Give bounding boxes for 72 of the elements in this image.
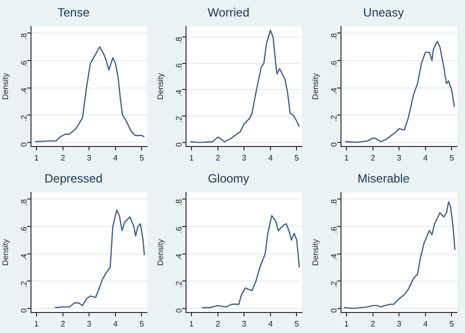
y-tick-label: 0	[19, 142, 28, 147]
y-tick-label: .6	[174, 226, 184, 234]
x-tick-label: 1	[34, 153, 40, 162]
y-tick-label: .8	[329, 198, 338, 206]
y-tick-label: .8	[329, 32, 338, 40]
y-tick-label: .8	[174, 198, 184, 206]
y-tick-label: .2	[329, 280, 338, 288]
x-tick-label: 2	[370, 319, 376, 328]
chart-title: Miserable	[357, 172, 410, 186]
y-tick-label: .8	[19, 32, 28, 40]
x-tick-label: 1	[189, 319, 194, 328]
x-tick-label: 2	[216, 153, 221, 162]
x-tick-label: 2	[370, 153, 376, 162]
y-tick-label: .6	[19, 226, 28, 234]
y-tick-label: 0	[174, 142, 184, 147]
x-tick-label: 5	[294, 153, 300, 162]
x-tick-label: 5	[140, 153, 145, 162]
y-tick-label: 0	[329, 308, 338, 313]
y-tick-label: .4	[329, 253, 338, 260]
x-tick-label: 2	[60, 153, 66, 162]
x-tick-label: 1	[344, 319, 350, 328]
x-tick-label: 4	[423, 319, 428, 328]
x-tick-label: 2	[60, 319, 66, 328]
chart-title: Depressed	[44, 172, 103, 186]
y-axis-title: Density	[311, 73, 320, 100]
y-tick-label: .4	[19, 253, 28, 260]
y-tick-label: .2	[19, 280, 28, 288]
y-tick-label: .6	[329, 60, 338, 68]
x-tick-label: 5	[450, 319, 455, 328]
x-tick-label: 3	[86, 319, 92, 328]
y-tick-label: .2	[174, 116, 184, 123]
chart-title: Gloomy	[208, 172, 250, 186]
x-tick-label: 4	[268, 319, 274, 328]
y-tick-label: .2	[329, 114, 338, 122]
chart-title: Worried	[208, 6, 250, 20]
y-axis-title: Density	[156, 73, 166, 100]
y-axis-title: Density	[1, 73, 10, 100]
chart-title: Tense	[57, 6, 90, 20]
y-tick-label: .6	[174, 62, 184, 70]
y-axis-title: Density	[156, 239, 166, 266]
x-tick-label: 5	[450, 153, 455, 162]
y-tick-label: .8	[19, 198, 28, 206]
x-tick-label: 3	[396, 319, 402, 328]
y-tick-label: 0	[174, 308, 184, 313]
y-tick-label: .8	[174, 36, 184, 44]
y-tick-label: .2	[19, 114, 28, 122]
y-tick-label: .4	[329, 87, 338, 94]
y-tick-label: .4	[174, 89, 184, 96]
x-tick-label: 5	[294, 319, 300, 328]
x-tick-label: 2	[216, 319, 221, 328]
y-tick-label: .6	[19, 60, 28, 68]
x-tick-label: 1	[344, 153, 350, 162]
y-tick-label: 0	[19, 308, 28, 313]
y-axis-title: Density	[1, 239, 10, 266]
y-tick-label: .2	[174, 280, 184, 288]
x-tick-label: 4	[113, 153, 118, 162]
x-tick-label: 4	[268, 153, 274, 162]
y-tick-label: .4	[19, 87, 28, 94]
x-tick-label: 3	[242, 319, 247, 328]
x-tick-label: 4	[113, 319, 118, 328]
x-tick-label: 5	[140, 319, 145, 328]
x-tick-label: 4	[423, 153, 428, 162]
y-tick-label: .4	[174, 253, 184, 260]
x-tick-label: 1	[189, 153, 194, 162]
x-tick-label: 3	[242, 153, 247, 162]
x-tick-label: 3	[86, 153, 92, 162]
chart-title: Uneasy	[363, 6, 404, 20]
y-axis-title: Density	[311, 239, 320, 266]
x-tick-label: 3	[396, 153, 402, 162]
y-tick-label: .6	[329, 226, 338, 234]
x-tick-label: 1	[34, 319, 40, 328]
y-tick-label: 0	[329, 142, 338, 147]
